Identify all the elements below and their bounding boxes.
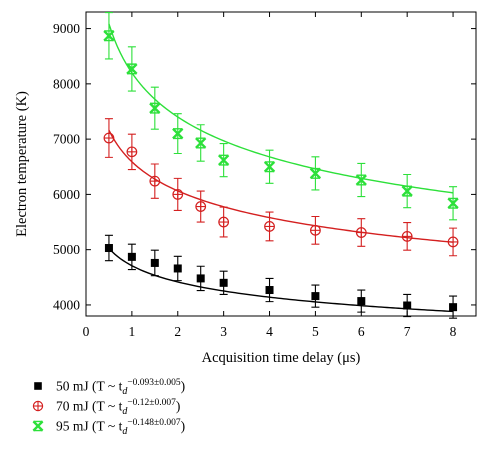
y-tick-label: 4000 — [53, 297, 80, 312]
legend-legend-close: ) — [175, 398, 181, 414]
data-point — [447, 236, 459, 248]
x-tick-label: 7 — [404, 324, 411, 339]
y-tick-label: 7000 — [53, 132, 80, 147]
data-point — [403, 301, 412, 310]
legend-legend-exp: −0.12±0.007 — [127, 398, 176, 408]
legend-marker-shape — [32, 400, 44, 412]
data-point — [264, 221, 275, 232]
data-point — [401, 185, 413, 197]
data-point — [103, 30, 115, 42]
data-point — [126, 146, 138, 158]
data-point — [217, 154, 230, 166]
legend-marker-shape — [34, 382, 42, 390]
legend-label: 95 mJ (T ~ td−0.148±0.007) — [56, 418, 185, 437]
legend-item: 50 mJ (T ~ td−0.093±0.005) — [30, 376, 330, 397]
legend-marker — [32, 420, 44, 432]
data-point — [172, 127, 184, 140]
x-tick-label: 0 — [83, 324, 90, 339]
legend-item: 95 mJ (T ~ td−0.148±0.007) — [30, 416, 330, 437]
x-tick-label: 4 — [266, 324, 273, 339]
legend-legend-close: ) — [180, 418, 186, 434]
legend-marker — [32, 400, 44, 412]
data-point — [449, 303, 458, 312]
legend-legend-close: ) — [180, 378, 186, 394]
data-points — [103, 30, 459, 312]
y-tick-label: 8000 — [53, 76, 80, 91]
legend-legend-sub: d — [122, 426, 128, 438]
plot-frame — [85, 11, 477, 317]
legend-label: 70 mJ (T ~ td−0.12±0.007) — [56, 398, 180, 417]
data-point — [263, 161, 276, 173]
x-axis-label: Acquisition time delay (μs) — [202, 350, 361, 366]
legend-marker — [34, 382, 42, 390]
x-tick-label: 6 — [358, 324, 365, 339]
chart-legend: 50 mJ (T ~ td−0.093±0.005) 70 mJ (T ~ td−… — [30, 376, 330, 437]
x-tick-label: 5 — [312, 324, 319, 339]
data-point — [195, 137, 207, 149]
legend-item: 70 mJ (T ~ td−0.12±0.007) — [30, 396, 330, 417]
legend-legend-fit: (T ~ t — [92, 378, 123, 394]
data-point — [149, 175, 161, 187]
data-point — [127, 252, 136, 261]
x-tick-label: 3 — [220, 324, 227, 339]
chart-plot: 0 1 2 3 4 5 6 7 8 4000 5000 6000 7000 8000 9000 Acquis… — [14, 11, 477, 366]
legend-legend-sub: d — [122, 386, 128, 398]
data-point — [172, 188, 184, 200]
x-tick-label: 1 — [129, 324, 136, 339]
data-point — [310, 224, 321, 236]
legend-name: 50 mJ — [56, 378, 89, 394]
y-tick-label: 6000 — [53, 187, 80, 202]
legend-legend-sub: d — [122, 406, 128, 418]
data-point — [219, 278, 228, 287]
data-point — [218, 216, 230, 228]
legend-legend-fit: (T ~ t — [92, 418, 123, 434]
plot-border — [85, 11, 477, 317]
data-point — [265, 286, 274, 295]
legend-legend-fit: (T ~ t — [92, 398, 123, 414]
y-tick-label: 9000 — [53, 21, 80, 36]
legend-marker-shape — [32, 420, 44, 432]
axis-labels: Acquisition time delay (μs) Electron temp… — [14, 91, 361, 366]
error-bars — [104, 12, 458, 319]
fit-curve — [108, 129, 454, 243]
data-point — [196, 274, 205, 283]
fit-curve — [108, 23, 454, 194]
y-tick-label: 5000 — [53, 242, 80, 257]
data-point — [355, 174, 367, 186]
legend-legend-exp: −0.148±0.007 — [127, 418, 181, 428]
fit-curve — [108, 247, 454, 313]
legend-name: 70 mJ — [56, 398, 89, 414]
data-point — [357, 297, 366, 306]
data-point — [150, 258, 159, 267]
fit-curves — [108, 23, 454, 313]
legend-label: 50 mJ (T ~ td−0.093±0.005) — [56, 378, 185, 397]
legend-legend-exp: −0.093±0.005 — [127, 378, 181, 388]
data-point — [447, 197, 459, 209]
x-tick-label: 8 — [450, 324, 457, 339]
data-point — [401, 231, 413, 242]
data-point — [149, 102, 161, 114]
legend-name: 95 mJ — [56, 418, 89, 434]
data-point — [103, 132, 115, 144]
data-point — [311, 292, 320, 301]
data-point — [173, 264, 182, 273]
axis-ticks: 0 1 2 3 4 5 6 7 8 4000 5000 6000 7000 8000 9000 — [53, 12, 476, 339]
x-tick-label: 2 — [174, 324, 181, 339]
data-point — [104, 244, 113, 253]
data-point — [309, 167, 322, 180]
data-point — [355, 227, 367, 238]
y-axis-label: Electron temperature (K) — [14, 91, 30, 237]
data-point — [126, 63, 138, 75]
data-point — [195, 201, 207, 212]
